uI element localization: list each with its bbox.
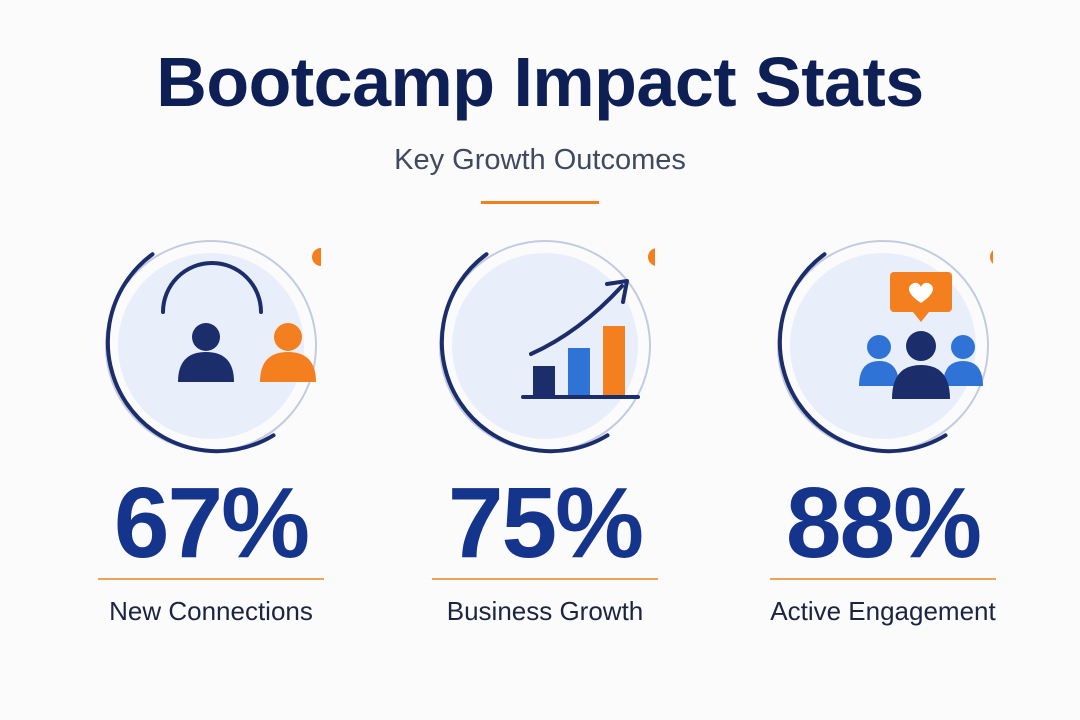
stat-ring-new-connections	[105, 240, 321, 454]
accent-dot	[648, 248, 655, 266]
accent-dot	[990, 250, 993, 264]
growth-bar-chart-icon	[521, 279, 640, 399]
stat-value-active-engagement: 88%	[785, 467, 982, 579]
title-divider	[481, 201, 599, 204]
stat-value-business-growth: 75%	[447, 467, 644, 579]
community-engagement-icon	[859, 272, 983, 399]
stat-card-active-engagement: 88% Active Engagement	[733, 236, 1033, 656]
stat-label-business-growth: Business Growth	[446, 596, 644, 626]
stat-divider	[98, 578, 324, 580]
accent-dot	[312, 248, 321, 266]
stat-divider	[432, 578, 658, 580]
stat-ring-business-growth	[439, 240, 655, 454]
page-title: Bootcamp Impact Stats	[156, 43, 924, 121]
stat-value-new-connections: 67%	[113, 467, 310, 579]
stat-ring-active-engagement	[777, 240, 993, 454]
people-connection-icon	[161, 261, 316, 382]
stat-divider	[770, 578, 996, 580]
stat-card-new-connections: 67% New Connections	[61, 236, 361, 656]
stat-label-new-connections: New Connections	[109, 596, 313, 626]
page-subtitle: Key Growth Outcomes	[394, 144, 686, 176]
stat-label-active-engagement: Active Engagement	[770, 596, 996, 626]
stat-card-business-growth: 75% Business Growth	[395, 236, 695, 656]
